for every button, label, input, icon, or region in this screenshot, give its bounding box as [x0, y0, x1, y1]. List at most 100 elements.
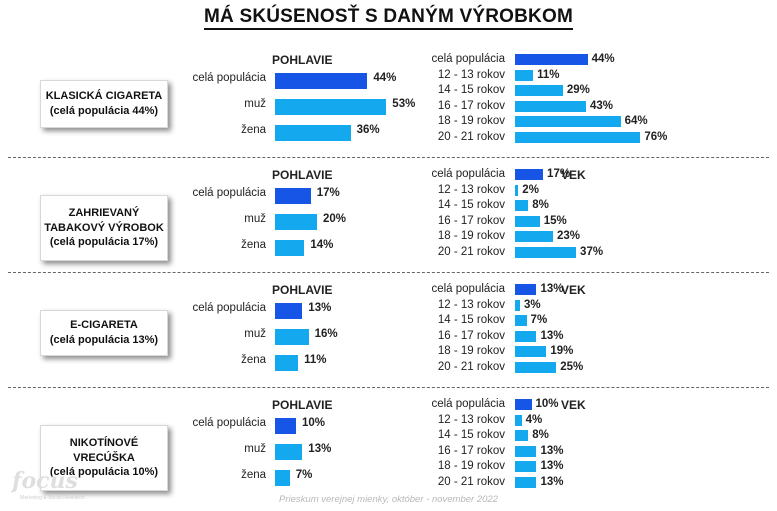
- product-label-line: TABAKOVÝ VÝROBOK: [44, 221, 164, 234]
- product-label-line: NIKOTÍNOVÉ: [69, 436, 139, 449]
- gender-bar: [275, 214, 317, 230]
- age-category-label: 16 - 17 rokov: [437, 214, 505, 227]
- age-category-label: 16 - 17 rokov: [437, 444, 505, 457]
- age-bar: [515, 477, 537, 488]
- product-label-line: KLASICKÁ CIGARETA: [45, 90, 163, 103]
- gender-category-label: celá populácia: [192, 417, 266, 429]
- gender-bar: [275, 303, 303, 319]
- age-bar: [515, 284, 537, 295]
- gender-value-label: 17%: [316, 187, 340, 199]
- gender-bar: [275, 240, 305, 256]
- age-value-label: 7%: [530, 314, 548, 327]
- age-bar: [515, 116, 621, 128]
- gender-value-label: 14%: [310, 239, 334, 251]
- age-value-label: 8%: [532, 429, 549, 442]
- age-category-label: celá populácia: [431, 53, 505, 65]
- age-value-label: 23%: [556, 230, 580, 243]
- gender-header: POHLAVIE: [272, 283, 333, 297]
- age-value-label: 44%: [591, 53, 615, 65]
- age-category-label: 14 - 15 rokov: [437, 84, 505, 97]
- section-divider: [8, 272, 769, 273]
- age-value-label: 3%: [523, 298, 541, 311]
- age-value-label: 13%: [540, 329, 564, 342]
- gender-value-label: 10%: [302, 417, 326, 429]
- age-value-label: 8%: [532, 199, 549, 212]
- age-category-label: 12 - 13 rokov: [437, 413, 505, 426]
- age-category-label: 18 - 19 rokov: [437, 115, 505, 128]
- section-divider: [8, 157, 769, 158]
- age-category-label: 14 - 15 rokov: [437, 314, 505, 327]
- product-label-line: (celá populácia 13%): [49, 334, 159, 346]
- gender-header: POHLAVIE: [272, 53, 333, 67]
- gender-category-label: žena: [241, 239, 266, 251]
- section-divider: [8, 387, 769, 388]
- gender-category-label: žena: [241, 469, 266, 481]
- product-label-box: ZAHRIEVANÝ TABAKOVÝ VÝROBOK (celá populáci…: [40, 195, 168, 261]
- product-label-box: KLASICKÁ CIGARETA (celá populácia 44%): [40, 80, 168, 128]
- product-label-line: ZAHRIEVANÝ: [68, 206, 140, 219]
- age-bar: [515, 362, 557, 373]
- age-value-label: 76%: [644, 131, 668, 143]
- age-value-label: 37%: [580, 246, 604, 258]
- gender-value-label: 53%: [392, 98, 416, 110]
- focus-logo: focus: [12, 468, 78, 494]
- age-bar: [515, 169, 544, 180]
- gender-category-label: žena: [241, 354, 266, 366]
- age-category-label: 12 - 13 rokov: [437, 183, 505, 196]
- gender-category-label: žena: [241, 124, 266, 136]
- gender-value-label: 13%: [308, 443, 332, 455]
- age-bar: [515, 100, 586, 112]
- product-label-box: NIKOTÍNOVÉ VRECÚŠKA (celá populácia 10%): [40, 425, 168, 491]
- age-bar: [515, 430, 529, 442]
- age-header: VEK: [561, 168, 586, 182]
- gender-category-label: muž: [244, 443, 266, 455]
- gender-category-label: celá populácia: [192, 72, 266, 84]
- footer-source: Prieskum verejnej mienky, október - nove…: [279, 494, 498, 505]
- gender-bar: [275, 470, 290, 486]
- age-bar: [515, 315, 527, 327]
- age-value-label: 11%: [537, 68, 560, 81]
- gender-value-label: 11%: [304, 354, 327, 366]
- focus-logo-subtitle: Marketing & Social Research: [20, 495, 85, 501]
- product-label-line: (celá populácia 44%): [49, 105, 159, 117]
- age-bar: [515, 414, 522, 426]
- gender-bar: [275, 329, 309, 345]
- gender-value-label: 36%: [356, 124, 380, 136]
- age-value-label: 25%: [560, 361, 584, 373]
- age-category-label: 20 - 21 rokov: [437, 361, 505, 373]
- age-bar: [515, 184, 519, 196]
- age-bar: [515, 346, 547, 358]
- gender-category-label: muž: [244, 328, 266, 340]
- age-category-label: 14 - 15 rokov: [437, 429, 505, 442]
- age-value-label: 2%: [522, 183, 539, 196]
- age-value-label: 13%: [540, 283, 564, 295]
- gender-category-label: muž: [244, 98, 266, 110]
- gender-bar: [275, 188, 311, 204]
- age-bar: [515, 330, 537, 342]
- age-value-label: 4%: [525, 413, 543, 426]
- age-value-label: 15%: [543, 214, 567, 227]
- age-category-label: 12 - 13 rokov: [437, 298, 505, 311]
- age-bar: [515, 215, 540, 227]
- age-bar: [515, 399, 532, 410]
- gender-header: POHLAVIE: [272, 168, 333, 182]
- age-category-label: 20 - 21 rokov: [437, 476, 505, 488]
- age-bar: [515, 200, 529, 212]
- age-header: VEK: [561, 398, 586, 412]
- product-label-box: E-CIGARETA (celá populácia 13%): [40, 310, 168, 356]
- age-value-label: 29%: [566, 84, 590, 97]
- chart-title: MÁ SKÚSENOSŤ S DANÝM VÝROBKOM: [0, 6, 777, 30]
- age-value-label: 13%: [540, 476, 564, 488]
- age-value-label: 19%: [550, 345, 574, 358]
- age-bar: [515, 132, 641, 143]
- age-category-label: 12 - 13 rokov: [437, 68, 505, 81]
- age-bar: [515, 69, 534, 81]
- gender-bar: [275, 418, 296, 434]
- age-value-label: 43%: [589, 99, 613, 112]
- age-category-label: 18 - 19 rokov: [437, 345, 505, 358]
- age-value-label: 10%: [535, 398, 559, 410]
- age-bar: [515, 445, 537, 457]
- gender-bar: [275, 125, 351, 141]
- gender-category-label: celá populácia: [192, 187, 266, 199]
- age-header: VEK: [561, 283, 586, 297]
